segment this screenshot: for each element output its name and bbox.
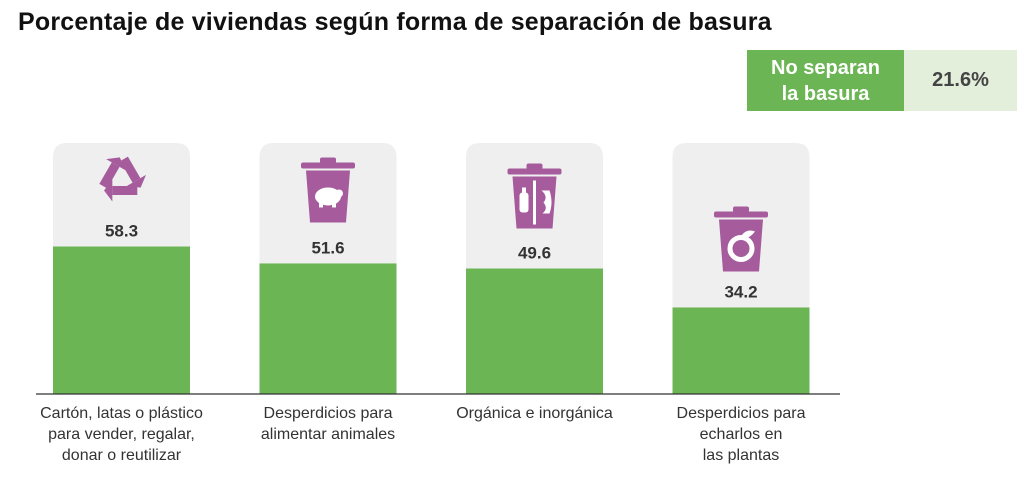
bar-value-label: 58.3 [105,222,138,241]
bar-group: 49.6 [466,143,603,394]
pig-body [315,187,341,206]
pig-leg [319,201,323,208]
bar-value-label: 49.6 [518,244,551,263]
no-separation-box: No separan la basura 21.6% [747,50,1017,111]
bar [466,268,603,394]
chart-title: Porcentaje de viviendas según forma de s… [18,8,772,36]
compost-leaf [739,230,755,240]
bar-value-label: 34.2 [724,282,757,301]
recycle-arrow-segment [120,156,141,183]
recycle-icon [99,156,146,202]
recycle-arrow-segment [99,162,120,189]
bar [259,263,397,394]
split-bin-icon [507,163,562,229]
bin-handle [733,206,749,213]
recycle-arrow-head [126,174,146,188]
apple-core-shape [541,190,552,214]
bin-lid [301,162,355,169]
category-label: Desperdicios para echarlos en las plantas [676,405,806,464]
pig-leg [332,201,336,208]
bin-lid [714,211,768,218]
pig-snout [335,189,343,198]
bar-value-label: 51.6 [311,238,344,257]
piggy-bank-bin-icon [301,157,355,223]
no-separation-value: 21.6% [904,50,1017,111]
bottle-shape [519,192,529,213]
no-separation-label: No separan la basura [747,50,904,111]
bottle-neck [522,187,526,194]
bar [53,246,190,394]
bar [672,307,810,394]
recycle-arrow-head [106,157,126,171]
bar-group: 58.3 [53,143,190,394]
category-label: Orgánica e inorgánica [456,405,613,422]
bar-group: 51.6 [259,143,397,394]
no-separation-label-text: No separan la basura [771,56,880,105]
category-label: Desperdicios para alimentar animales [260,405,396,443]
recycle-arrow-head [104,179,113,202]
bin-handle [320,157,336,164]
bin-handle [526,163,543,170]
category-label: Cartón, latas o plástico para vender, reg… [40,405,203,464]
bar-group: 34.2 [672,143,810,394]
bin-lid [507,168,562,175]
bin-body [719,219,763,272]
compost-bin-icon [714,206,768,272]
